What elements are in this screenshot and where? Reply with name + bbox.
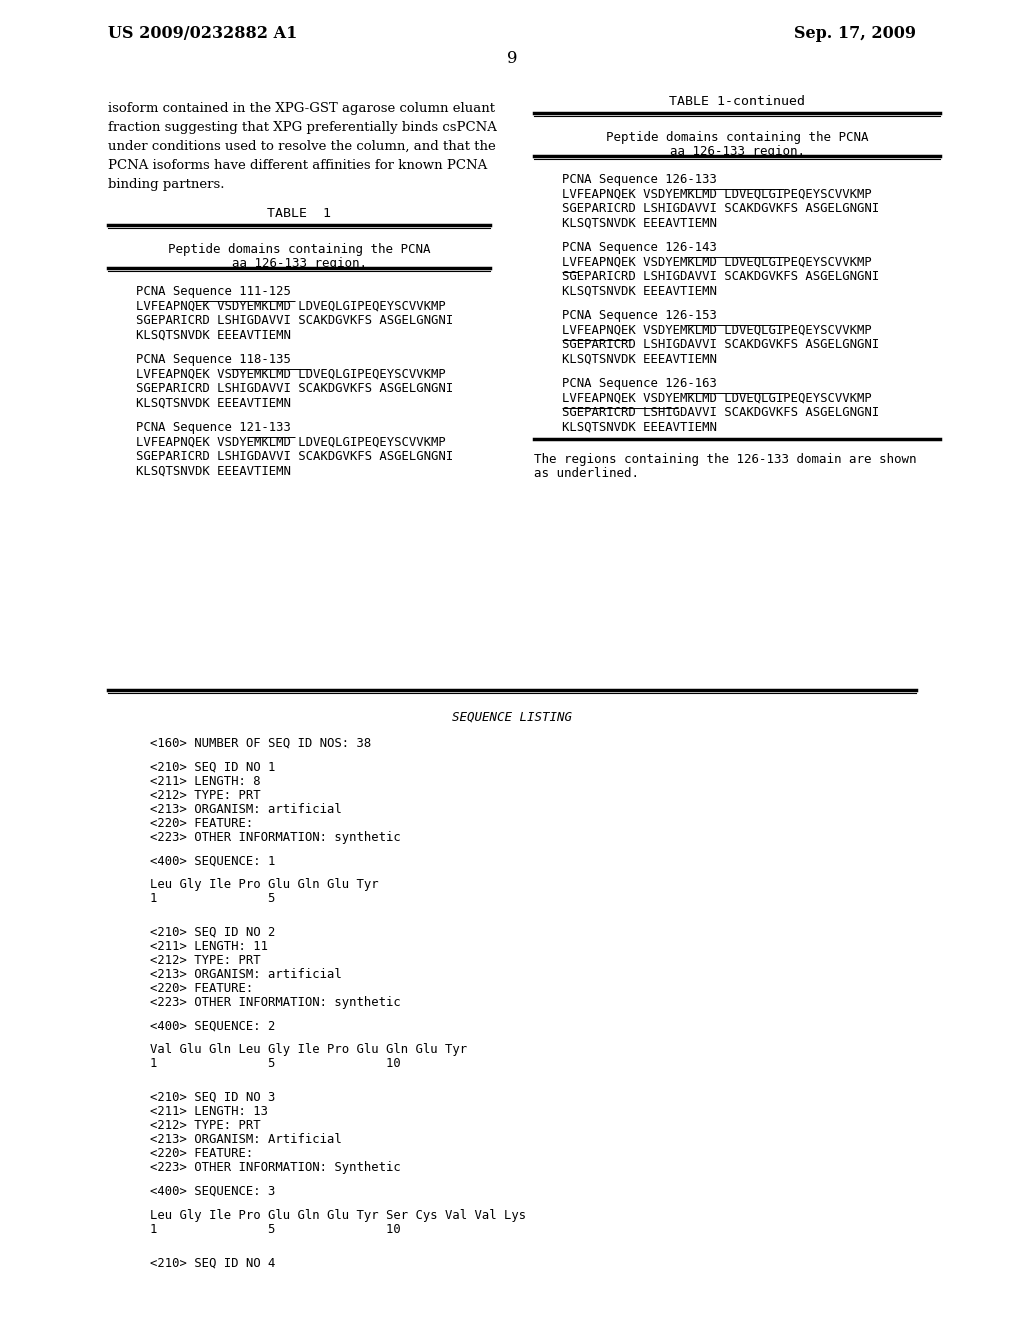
Text: KLSQTSNVDK EEEAVTIEMN: KLSQTSNVDK EEEAVTIEMN <box>562 216 717 230</box>
Text: KLSQTSNVDK EEEAVTIEMN: KLSQTSNVDK EEEAVTIEMN <box>136 465 291 478</box>
Text: <223> OTHER INFORMATION: synthetic: <223> OTHER INFORMATION: synthetic <box>150 830 400 843</box>
Text: Leu Gly Ile Pro Glu Gln Glu Tyr: Leu Gly Ile Pro Glu Gln Glu Tyr <box>150 878 379 891</box>
Text: KLSQTSNVDK EEEAVTIEMN: KLSQTSNVDK EEEAVTIEMN <box>562 352 717 366</box>
Text: <212> TYPE: PRT: <212> TYPE: PRT <box>150 788 261 801</box>
Text: <400> SEQUENCE: 3: <400> SEQUENCE: 3 <box>150 1185 275 1197</box>
Text: SGEPARICRD LSHIGDAVVI SCAKDGVKFS ASGELGNGNI: SGEPARICRD LSHIGDAVVI SCAKDGVKFS ASGELGN… <box>562 271 880 282</box>
Text: SGEPARICRD LSHIGDAVVI SCAKDGVKFS ASGELGNGNI: SGEPARICRD LSHIGDAVVI SCAKDGVKFS ASGELGN… <box>562 338 880 351</box>
Text: <400> SEQUENCE: 2: <400> SEQUENCE: 2 <box>150 1019 275 1032</box>
Text: under conditions used to resolve the column, and that the: under conditions used to resolve the col… <box>108 140 496 153</box>
Text: SGEPARICRD LSHIGDAVVI SCAKDGVKFS ASGELGNGNI: SGEPARICRD LSHIGDAVVI SCAKDGVKFS ASGELGN… <box>136 314 454 327</box>
Text: LVFEAPNQEK VSDYEMKLMD LDVEQLGIPEQEYSCVVKMP: LVFEAPNQEK VSDYEMKLMD LDVEQLGIPEQEYSCVVK… <box>562 323 871 337</box>
Text: <223> OTHER INFORMATION: synthetic: <223> OTHER INFORMATION: synthetic <box>150 995 400 1008</box>
Text: <400> SEQUENCE: 1: <400> SEQUENCE: 1 <box>150 854 275 867</box>
Text: PCNA Sequence 126-133: PCNA Sequence 126-133 <box>562 173 717 186</box>
Text: fraction suggesting that XPG preferentially binds csPCNA: fraction suggesting that XPG preferentia… <box>108 121 497 135</box>
Text: TABLE 1-continued: TABLE 1-continued <box>669 95 805 108</box>
Text: <212> TYPE: PRT: <212> TYPE: PRT <box>150 954 261 966</box>
Text: SEQUENCE LISTING: SEQUENCE LISTING <box>452 711 572 723</box>
Text: <223> OTHER INFORMATION: Synthetic: <223> OTHER INFORMATION: Synthetic <box>150 1162 400 1173</box>
Text: <220> FEATURE:: <220> FEATURE: <box>150 817 253 829</box>
Text: SGEPARICRD LSHIGDAVVI SCAKDGVKFS ASGELGNGNI: SGEPARICRD LSHIGDAVVI SCAKDGVKFS ASGELGN… <box>136 381 454 395</box>
Text: <213> ORGANISM: artificial: <213> ORGANISM: artificial <box>150 803 342 816</box>
Text: Peptide domains containing the PCNA: Peptide domains containing the PCNA <box>168 243 430 256</box>
Text: LVFEAPNQEK VSDYEMKLMD LDVEQLGIPEQEYSCVVKMP: LVFEAPNQEK VSDYEMKLMD LDVEQLGIPEQEYSCVVK… <box>136 300 445 313</box>
Text: aa 126-133 region.: aa 126-133 region. <box>670 145 805 158</box>
Text: PCNA isoforms have different affinities for known PCNA: PCNA isoforms have different affinities … <box>108 158 487 172</box>
Text: <210> SEQ ID NO 4: <210> SEQ ID NO 4 <box>150 1257 275 1270</box>
Text: binding partners.: binding partners. <box>108 178 224 191</box>
Text: <213> ORGANISM: artificial: <213> ORGANISM: artificial <box>150 968 342 981</box>
Text: Peptide domains containing the PCNA: Peptide domains containing the PCNA <box>606 131 868 144</box>
Text: LVFEAPNQEK VSDYEMKLMD LDVEQLGIPEQEYSCVVKMP: LVFEAPNQEK VSDYEMKLMD LDVEQLGIPEQEYSCVVK… <box>562 392 871 404</box>
Text: <212> TYPE: PRT: <212> TYPE: PRT <box>150 1119 261 1133</box>
Text: KLSQTSNVDK EEEAVTIEMN: KLSQTSNVDK EEEAVTIEMN <box>136 396 291 409</box>
Text: PCNA Sequence 121-133: PCNA Sequence 121-133 <box>136 421 291 434</box>
Text: <211> LENGTH: 13: <211> LENGTH: 13 <box>150 1105 268 1118</box>
Text: KLSQTSNVDK EEEAVTIEMN: KLSQTSNVDK EEEAVTIEMN <box>562 421 717 433</box>
Text: SGEPARICRD LSHIGDAVVI SCAKDGVKFS ASGELGNGNI: SGEPARICRD LSHIGDAVVI SCAKDGVKFS ASGELGN… <box>562 407 880 418</box>
Text: KLSQTSNVDK EEEAVTIEMN: KLSQTSNVDK EEEAVTIEMN <box>136 329 291 342</box>
Text: LVFEAPNQEK VSDYEMKLMD LDVEQLGIPEQEYSCVVKMP: LVFEAPNQEK VSDYEMKLMD LDVEQLGIPEQEYSCVVK… <box>562 256 871 268</box>
Text: The regions containing the 126-133 domain are shown: The regions containing the 126-133 domai… <box>534 453 916 466</box>
Text: 1               5: 1 5 <box>150 892 275 906</box>
Text: PCNA Sequence 126-163: PCNA Sequence 126-163 <box>562 378 717 389</box>
Text: LVFEAPNQEK VSDYEMKLMD LDVEQLGIPEQEYSCVVKMP: LVFEAPNQEK VSDYEMKLMD LDVEQLGIPEQEYSCVVK… <box>136 436 445 449</box>
Text: 9: 9 <box>507 50 517 67</box>
Text: <211> LENGTH: 8: <211> LENGTH: 8 <box>150 775 261 788</box>
Text: SGEPARICRD LSHIGDAVVI SCAKDGVKFS ASGELGNGNI: SGEPARICRD LSHIGDAVVI SCAKDGVKFS ASGELGN… <box>136 450 454 463</box>
Text: <210> SEQ ID NO 1: <210> SEQ ID NO 1 <box>150 760 275 774</box>
Text: PCNA Sequence 126-153: PCNA Sequence 126-153 <box>562 309 717 322</box>
Text: <211> LENGTH: 11: <211> LENGTH: 11 <box>150 940 268 953</box>
Text: Val Glu Gln Leu Gly Ile Pro Glu Gln Glu Tyr: Val Glu Gln Leu Gly Ile Pro Glu Gln Glu … <box>150 1043 467 1056</box>
Text: PCNA Sequence 111-125: PCNA Sequence 111-125 <box>136 285 291 298</box>
Text: PCNA Sequence 126-143: PCNA Sequence 126-143 <box>562 242 717 253</box>
Text: 1               5               10: 1 5 10 <box>150 1222 400 1236</box>
Text: <220> FEATURE:: <220> FEATURE: <box>150 982 253 995</box>
Text: <220> FEATURE:: <220> FEATURE: <box>150 1147 253 1160</box>
Text: Leu Gly Ile Pro Glu Gln Glu Tyr Ser Cys Val Val Lys: Leu Gly Ile Pro Glu Gln Glu Tyr Ser Cys … <box>150 1209 526 1221</box>
Text: <213> ORGANISM: Artificial: <213> ORGANISM: Artificial <box>150 1133 342 1146</box>
Text: LVFEAPNQEK VSDYEMKLMD LDVEQLGIPEQEYSCVVKMP: LVFEAPNQEK VSDYEMKLMD LDVEQLGIPEQEYSCVVK… <box>136 367 445 380</box>
Text: <160> NUMBER OF SEQ ID NOS: 38: <160> NUMBER OF SEQ ID NOS: 38 <box>150 737 372 750</box>
Text: aa 126-133 region.: aa 126-133 region. <box>231 257 367 271</box>
Text: US 2009/0232882 A1: US 2009/0232882 A1 <box>108 25 297 42</box>
Text: isoform contained in the XPG-GST agarose column eluant: isoform contained in the XPG-GST agarose… <box>108 102 495 115</box>
Text: as underlined.: as underlined. <box>534 467 639 480</box>
Text: 1               5               10: 1 5 10 <box>150 1057 400 1071</box>
Text: TABLE  1: TABLE 1 <box>267 207 331 220</box>
Text: <210> SEQ ID NO 2: <210> SEQ ID NO 2 <box>150 925 275 939</box>
Text: <210> SEQ ID NO 3: <210> SEQ ID NO 3 <box>150 1092 275 1104</box>
Text: Sep. 17, 2009: Sep. 17, 2009 <box>794 25 916 42</box>
Text: PCNA Sequence 118-135: PCNA Sequence 118-135 <box>136 352 291 366</box>
Text: LVFEAPNQEK VSDYEMKLMD LDVEQLGIPEQEYSCVVKMP: LVFEAPNQEK VSDYEMKLMD LDVEQLGIPEQEYSCVVK… <box>562 187 871 201</box>
Text: SGEPARICRD LSHIGDAVVI SCAKDGVKFS ASGELGNGNI: SGEPARICRD LSHIGDAVVI SCAKDGVKFS ASGELGN… <box>562 202 880 215</box>
Text: KLSQTSNVDK EEEAVTIEMN: KLSQTSNVDK EEEAVTIEMN <box>562 285 717 297</box>
